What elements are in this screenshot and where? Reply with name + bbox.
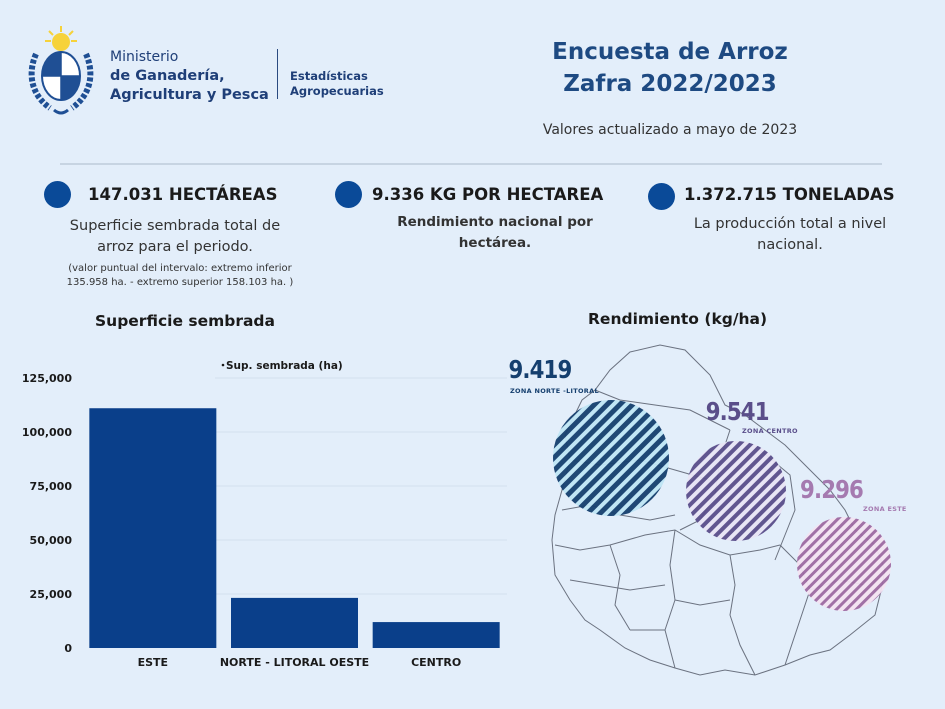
y-tick-label: 75,000 xyxy=(30,480,73,493)
chart-legend: Sup. sembrada (ha) xyxy=(226,360,343,372)
kpi-yield-value: 9.336 KG POR HECTAREA xyxy=(372,185,604,204)
updated-note: Valores actualizado a mayo de 2023 xyxy=(542,122,798,138)
ministry-line-1: Ministerio xyxy=(110,49,179,65)
kpi-hectares-desc: Superficie sembrada total de arroz para … xyxy=(20,216,330,258)
zone-este-label: ZONA ESTE xyxy=(863,505,907,513)
zone-centro-label: ZONA CENTRO xyxy=(742,427,798,435)
bar-centro xyxy=(372,622,500,648)
bar-chart-title: Superficie sembrada xyxy=(95,312,275,330)
ministry-line-2: de Ganadería, xyxy=(110,68,225,84)
page-title: Encuesta de Arroz Zafra 2022/2023 xyxy=(500,36,840,100)
kpi-hectares-value: 147.031 HECTÁREAS xyxy=(88,185,278,204)
title-line-2: Zafra 2022/2023 xyxy=(563,71,777,97)
kpi-yield-desc-line-2: hectárea. xyxy=(458,235,532,251)
y-tick-label: 25,000 xyxy=(30,588,73,601)
map-title: Rendimiento (kg/ha) xyxy=(588,310,768,328)
zone-norte-value: 9.419 xyxy=(509,355,572,384)
kpi-tons-desc: La producción total a nivel nacional. xyxy=(660,214,920,256)
x-tick-label: NORTE - LITORAL OESTE xyxy=(220,656,369,669)
kpi-hectares-note: (valor puntual del intervalo: extremo in… xyxy=(20,262,340,290)
kpi-tons-value: 1.372.715 TONELADAS xyxy=(684,185,895,204)
y-tick-label: 125,000 xyxy=(22,372,72,385)
zone-norte-label: ZONA NORTE -LITORAL xyxy=(510,387,599,395)
zone-centro-marker xyxy=(686,441,786,541)
unit-name: Estadísticas Agropecuarias xyxy=(290,69,384,99)
ministry-line-3: Agricultura y Pesca xyxy=(110,87,269,103)
legend-marker xyxy=(221,363,225,367)
kpi-yield-desc-line-1: Rendimiento nacional por xyxy=(397,214,593,230)
kpi-tons-desc-line-1: La producción total a nivel xyxy=(693,216,887,232)
title-line-1: Encuesta de Arroz xyxy=(552,39,788,65)
kpi-hectares-desc-line-1: Superficie sembrada total de xyxy=(69,218,281,234)
kpi-yield-desc: Rendimiento nacional por hectárea. xyxy=(360,212,630,254)
kpi-hectares-desc-line-2: arroz para el periodo. xyxy=(97,239,253,255)
zone-este-value: 9.296 xyxy=(800,475,863,504)
kpi-tons-desc-line-2: nacional. xyxy=(757,237,823,253)
bar-norte-litoral-oeste xyxy=(231,597,358,648)
kpi-dot-icon xyxy=(44,181,71,208)
zone-centro-value: 9.541 xyxy=(706,397,769,426)
y-tick-label: 0 xyxy=(64,642,72,655)
uruguay-coat-of-arms-icon xyxy=(28,26,94,115)
section-divider xyxy=(60,163,882,165)
unit-line-2: Agropecuarias xyxy=(290,84,384,98)
x-tick-label: ESTE xyxy=(138,656,168,669)
kpi-hectares-note-line-1: (valor puntual del intervalo: extremo in… xyxy=(68,263,292,274)
bar-este xyxy=(89,408,217,648)
unit-line-1: Estadísticas xyxy=(290,69,368,83)
ministry-logo xyxy=(22,24,100,120)
ministry-name: Ministerio de Ganadería, Agricultura y P… xyxy=(110,48,269,105)
kpi-dot-icon xyxy=(335,181,362,208)
header-divider xyxy=(277,49,278,99)
zone-norte-marker xyxy=(553,400,669,516)
x-tick-label: CENTRO xyxy=(411,656,461,669)
y-tick-label: 100,000 xyxy=(22,426,72,439)
kpi-dot-icon xyxy=(648,183,675,210)
bar-chart: 0 25,000 50,000 75,000 100,000 125,000 ESTE NO… xyxy=(22,360,507,669)
kpi-hectares-note-line-2: 135.958 ha. - extremo superior 158.103 h… xyxy=(66,277,294,288)
zone-este-marker xyxy=(797,517,891,611)
y-tick-label: 50,000 xyxy=(30,534,73,547)
